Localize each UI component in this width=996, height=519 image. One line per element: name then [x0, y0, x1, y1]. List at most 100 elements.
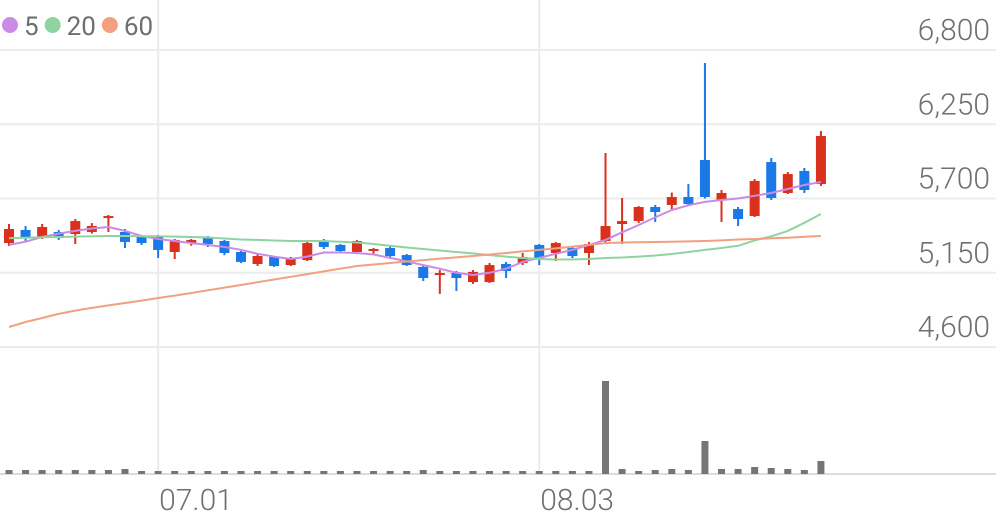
candle-body: [799, 170, 810, 190]
candle-body: [699, 160, 710, 198]
volume-bar: [403, 471, 411, 474]
volume-bar: [138, 471, 146, 474]
candle-body: [285, 258, 296, 266]
volume-bar: [635, 471, 643, 474]
x-tick-label: 08.03: [540, 483, 614, 518]
y-tick-label: 5,700: [918, 162, 990, 197]
candle-body: [302, 243, 313, 261]
candle-body: [335, 244, 346, 252]
candle-body: [169, 239, 180, 252]
volume-bar: [718, 469, 726, 474]
candle-body: [600, 226, 611, 242]
ma-line: [8, 213, 822, 261]
volume-bar: [767, 468, 775, 474]
volume-bar: [452, 471, 460, 474]
candle-body: [633, 207, 644, 222]
candle-body: [269, 256, 280, 266]
candle-body: [716, 192, 727, 200]
candle-body: [534, 244, 545, 259]
volume-bar: [751, 467, 759, 474]
candle-body: [617, 221, 628, 225]
candle-body: [318, 241, 329, 247]
volume-bar: [204, 471, 212, 474]
x-tick-label: 07.01: [159, 483, 233, 518]
candle-body: [451, 273, 462, 279]
candle-body: [517, 256, 528, 264]
volume-bar: [502, 471, 510, 474]
volume-bar: [187, 471, 195, 474]
legend-label: 5: [24, 12, 39, 42]
legend-swatch: [44, 17, 61, 33]
volume-bar: [519, 471, 527, 474]
volume-bar: [22, 470, 30, 474]
volume-bar: [287, 471, 295, 474]
candle-body: [20, 229, 31, 239]
volume-bar: [701, 441, 709, 474]
volume-bar: [303, 471, 311, 474]
candle-body: [501, 263, 512, 271]
candle-body: [683, 197, 694, 205]
volume-bar: [237, 471, 245, 474]
candle-body: [351, 241, 362, 252]
y-tick-label: 6,250: [918, 87, 990, 122]
candle-body: [815, 135, 826, 185]
legend-swatch: [2, 17, 18, 33]
volume-bar: [254, 471, 262, 474]
candle-body: [418, 266, 429, 279]
volume-bar: [651, 470, 659, 474]
candle-body: [385, 248, 396, 257]
candle-body: [666, 197, 677, 205]
candle-body: [4, 229, 14, 244]
volume-bar: [5, 470, 13, 474]
y-tick-label: 6,800: [918, 13, 990, 48]
volume-bar: [88, 470, 96, 474]
candle-body: [467, 271, 478, 283]
volume-bar: [71, 470, 79, 474]
candle-body: [37, 226, 48, 237]
candle-body: [650, 207, 661, 212]
volume-bar: [336, 471, 344, 474]
volume-bar: [585, 471, 593, 474]
volume-bar: [171, 471, 179, 474]
volume-bar: [154, 471, 162, 474]
candle-body: [401, 255, 412, 266]
volume-bar: [320, 471, 328, 474]
volume-bar: [419, 470, 427, 474]
legend-swatch: [101, 17, 118, 33]
ma-line: [8, 235, 821, 328]
candle-body: [434, 273, 445, 276]
candle-body: [567, 248, 578, 257]
volume-bar: [784, 469, 792, 474]
volume-bar: [800, 470, 808, 474]
candle-body: [235, 251, 246, 262]
y-tick-label: 4,600: [918, 310, 990, 345]
volume-bar: [568, 471, 576, 474]
legend-label: 20: [67, 12, 96, 42]
candle-body: [202, 238, 213, 244]
volume-bar: [486, 471, 494, 474]
candle-body: [53, 231, 64, 239]
candle-body: [766, 162, 777, 198]
candle-body: [583, 243, 594, 254]
volume-bar: [734, 469, 742, 474]
volume-bar: [121, 469, 129, 474]
legend: 5 20 60: [2, 12, 153, 42]
candle-body: [186, 239, 197, 244]
volume-bar: [817, 461, 825, 474]
volume-bar: [618, 469, 626, 474]
volume-bar: [469, 471, 477, 474]
volume-bar: [353, 471, 361, 474]
candle-body: [749, 180, 760, 217]
candle-body: [103, 216, 114, 219]
volume-bar: [684, 470, 692, 474]
volume-bar: [535, 471, 543, 474]
volume-bar: [436, 471, 444, 474]
candle-body: [252, 256, 263, 264]
volume-bar: [270, 471, 278, 474]
volume-bar: [668, 469, 676, 474]
candle-body: [153, 236, 164, 250]
volume-bar: [104, 470, 112, 474]
y-tick-label: 5,150: [918, 236, 990, 271]
volume-bar: [386, 471, 394, 474]
